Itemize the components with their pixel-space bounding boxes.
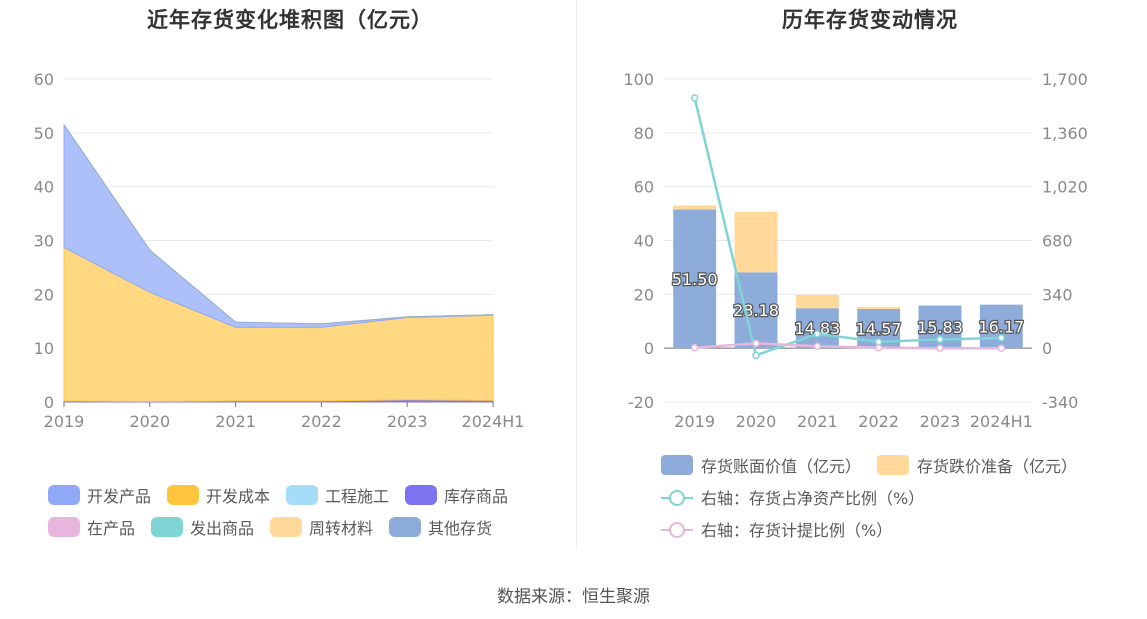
legend-label: 开发产品 [87,487,151,506]
bar-impairment [734,211,778,273]
bar-impairment [673,205,717,210]
legend-label: 存货跌价准备（亿元） [917,457,1077,476]
y-tick-label: 60 [634,178,654,197]
y2-tick-label: -340 [1042,393,1078,412]
x-tick-label: 2023 [920,412,961,431]
legend-swatch [167,485,199,505]
bar-data-label: 14.57 [856,320,902,339]
x-tick-label: 2019 [674,412,715,431]
bar-book-value [795,308,839,349]
legend-swatch-marker [669,490,685,506]
legend-swatch [48,517,80,537]
legend-label: 库存商品 [444,487,508,506]
y-tick-label: 80 [634,124,654,143]
bar-book-value [734,272,778,349]
bar-impairment [795,294,839,309]
line-point [936,344,944,352]
y-tick-label: 0 [44,393,54,412]
line-point [874,338,883,346]
x-tick-label: 2021 [215,412,256,431]
charts-canvas: 0 10 20 30 40 50 60 2019 2020 2021 2022 2023 2024H1 开… [34,70,1088,540]
y2-tick-label: 0 [1042,339,1052,358]
left-chart-title: 近年存货变化堆积图（亿元） [147,8,433,32]
x-tick-label: 2024H1 [970,412,1033,431]
y-tick-label: 100 [623,70,654,89]
y-tick-label: 30 [34,232,54,251]
y-tick-label: 20 [34,285,54,304]
line-point [936,335,944,344]
bar-book-value [673,209,717,349]
x-tick-label: 2021 [797,412,838,431]
right-chart-title: 历年存货变动情况 [782,8,958,32]
legend-swatch [405,485,437,505]
y-tick-label: 40 [34,178,54,197]
legend-label: 周转材料 [309,519,373,538]
legend-label: 在产品 [87,519,135,538]
legend-label: 工程施工 [325,487,389,506]
legend-label: 右轴：存货计提比例（%） [701,521,892,540]
line-point [690,343,699,352]
y-tick-label: 40 [634,232,654,251]
x-tick-label: 2019 [44,412,85,431]
legend-swatch [661,455,693,475]
line-point [813,342,822,351]
x-tick-label: 2022 [301,412,342,431]
line-右轴：存货计提比例（%） [694,342,1002,350]
bar-data-label: 51.50 [672,270,718,289]
line-point [874,343,883,352]
y-tick-label: 20 [634,285,654,304]
x-tick-label: 2020 [736,412,777,431]
x-tick-label: 2020 [129,412,170,431]
line-point [997,334,1006,342]
legend-swatch [151,517,183,537]
inventory-bar-line-chart: -20 0 20 40 60 80 100 -340 0 340 680 1,020 1,360 1,70… [623,70,1087,540]
line-point [997,344,1006,352]
line-point [690,94,699,102]
legend-swatch [48,485,80,505]
stacked-area-chart: 0 10 20 30 40 50 60 2019 2020 2021 2022 2023 2024H1 开… [34,70,525,538]
legend-label: 发出商品 [190,519,254,538]
y2-tick-label: 1,700 [1042,70,1088,89]
line-point [813,330,822,338]
line-point [752,351,760,360]
legend-swatch [389,517,421,537]
bar-data-label: 14.83 [794,319,840,338]
x-tick-label: 2023 [387,412,428,431]
x-tick-label: 2022 [858,412,899,431]
y2-tick-label: 680 [1042,232,1073,251]
data-source-note: 数据来源：恒生聚源 [497,587,650,607]
y2-tick-label: 1,360 [1042,124,1088,143]
y-tick-label: 50 [34,124,54,143]
y2-tick-label: 1,020 [1042,178,1088,197]
area-其他存货 [63,124,494,325]
legend-label: 存货账面价值（亿元） [701,457,861,476]
legend-swatch [877,455,909,475]
legend-label: 开发成本 [206,487,270,506]
y2-tick-label: 340 [1042,285,1073,304]
y-tick-label: 0 [644,339,654,358]
legend-swatch-marker [669,522,685,538]
legend-label: 右轴：存货占净资产比例（%） [701,489,924,508]
line-point [752,339,760,348]
legend-label: 其他存货 [428,519,492,538]
bar-data-label: 28.18 [733,301,779,320]
bar-impairment [857,306,901,309]
y-tick-label: 60 [34,70,54,89]
legend-swatch [270,517,302,537]
x-tick-label: 2024H1 [462,412,525,431]
panel-divider [576,0,577,550]
line-右轴：存货占净资产比例（%） [693,97,1002,357]
bar-data-label: 16.17 [978,317,1024,336]
y-tick-label: -20 [628,393,654,412]
y-tick-label: 10 [34,339,54,358]
bar-data-label: 15.83 [917,318,963,337]
legend-swatch [286,485,318,505]
